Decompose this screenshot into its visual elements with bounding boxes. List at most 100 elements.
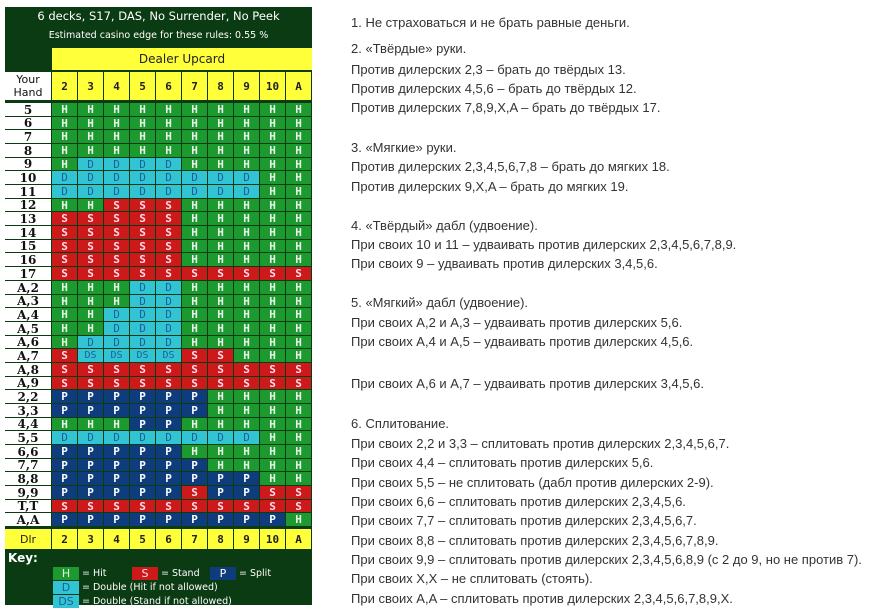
action-cell-s: S <box>104 253 130 267</box>
action-cell-h: H <box>260 404 286 418</box>
hand-label: A,5 <box>5 322 52 336</box>
action-cell-s: S <box>156 199 182 212</box>
action-cell-h: H <box>286 459 312 472</box>
action-cell-d: D <box>130 322 156 336</box>
key-label: = Double (Hit if not allowed) <box>82 582 218 593</box>
action-cell-h: H <box>78 144 104 158</box>
action-cell-h: H <box>260 103 286 117</box>
note-line: При своих A,2 и A,3 – удваивать против д… <box>351 315 683 330</box>
hand-label: 6,6 <box>5 445 52 459</box>
action-cell-p: P <box>130 486 156 500</box>
action-cell-h: H <box>130 117 156 130</box>
hand-label: A,A <box>5 513 52 527</box>
action-cell-p: P <box>182 459 208 472</box>
action-cell-s: S <box>52 349 78 363</box>
hand-label: 7 <box>5 130 52 144</box>
action-cell-d: D <box>78 336 104 349</box>
action-cell-p: P <box>156 472 182 486</box>
hand-label: A,7 <box>5 349 52 363</box>
action-cell-h: H <box>260 130 286 144</box>
column-footer: 3 <box>78 529 104 550</box>
action-cell-h: H <box>208 418 234 431</box>
hand-label: 5,5 <box>5 431 52 445</box>
action-cell-h: H <box>208 130 234 144</box>
action-cell-s: S <box>260 486 286 500</box>
action-cell-h: H <box>234 322 260 336</box>
action-cell-h: H <box>286 336 312 349</box>
action-cell-d: D <box>104 431 130 445</box>
action-cell-h: H <box>52 117 78 130</box>
column-header: 2 <box>52 72 78 101</box>
action-cell-h: H <box>52 281 78 295</box>
column-header: 4 <box>104 72 130 101</box>
action-cell-p: P <box>78 472 104 486</box>
action-cell-h: H <box>182 418 208 431</box>
column-header: 6 <box>156 72 182 101</box>
action-cell-h: H <box>182 144 208 158</box>
action-cell-p: P <box>156 459 182 472</box>
column-footer: 4 <box>104 529 130 550</box>
action-cell-h: H <box>286 281 312 295</box>
action-cell-h: H <box>260 144 286 158</box>
action-cell-h: H <box>182 103 208 117</box>
action-cell-p: P <box>130 459 156 472</box>
action-cell-h: H <box>78 308 104 322</box>
key-label: = Hit <box>82 568 107 579</box>
action-cell-h: H <box>260 418 286 431</box>
action-cell-d: D <box>104 308 130 322</box>
key-label: = Stand <box>161 568 200 579</box>
key-swatch-p: P <box>210 567 236 580</box>
action-cell-s: S <box>286 377 312 390</box>
action-cell-d: D <box>78 185 104 199</box>
action-cell-d: D <box>182 171 208 185</box>
column-footer: 9 <box>234 529 260 550</box>
action-cell-h: H <box>156 103 182 117</box>
action-cell-d: D <box>104 336 130 349</box>
note-line: При своих 4,4 – сплитовать против дилерс… <box>351 455 654 470</box>
note-line: Против дилерских 2,3 – брать до твёрдых … <box>351 62 626 77</box>
hand-label: 16 <box>5 253 52 267</box>
action-cell-p: P <box>104 472 130 486</box>
action-cell-s: S <box>104 500 130 513</box>
action-cell-h: H <box>78 199 104 212</box>
action-cell-h: H <box>260 459 286 472</box>
action-cell-s: S <box>182 267 208 281</box>
action-cell-h: H <box>52 322 78 336</box>
note-line: При своих 10 и 11 – удваивать против дил… <box>351 237 737 252</box>
action-cell-d: D <box>130 185 156 199</box>
action-cell-s: S <box>52 500 78 513</box>
action-cell-p: P <box>156 418 182 431</box>
column-header: 8 <box>208 72 234 101</box>
action-cell-h: H <box>286 513 312 527</box>
action-cell-h: H <box>234 103 260 117</box>
action-cell-s: S <box>78 226 104 240</box>
action-cell-h: H <box>234 117 260 130</box>
action-cell-p: P <box>52 513 78 527</box>
key-label: = Split <box>239 568 272 579</box>
action-cell-h: H <box>182 212 208 226</box>
action-cell-h: H <box>286 472 312 486</box>
action-cell-p: P <box>182 472 208 486</box>
column-footer: A <box>286 529 312 550</box>
action-cell-h: H <box>234 253 260 267</box>
action-cell-h: H <box>286 322 312 336</box>
action-cell-s: S <box>182 486 208 500</box>
action-cell-h: H <box>234 308 260 322</box>
action-cell-p: P <box>234 513 260 527</box>
note-line: При своих 6,6 – сплитовать против дилерс… <box>351 494 686 509</box>
note-line: При своих 8,8 – сплитовать против дилерс… <box>351 533 719 548</box>
column-header: 9 <box>234 72 260 101</box>
action-cell-s: S <box>52 363 78 377</box>
action-cell-d: D <box>156 322 182 336</box>
action-cell-p: P <box>234 472 260 486</box>
note-line: 1. Не страховаться и не брать равные ден… <box>351 15 630 30</box>
hand-label: 2,2 <box>5 390 52 404</box>
action-cell-h: H <box>234 212 260 226</box>
action-cell-p: P <box>156 390 182 404</box>
action-cell-h: H <box>260 117 286 130</box>
action-cell-h: H <box>286 158 312 171</box>
action-cell-s: S <box>52 212 78 226</box>
action-cell-h: H <box>260 212 286 226</box>
action-cell-h: H <box>208 390 234 404</box>
action-cell-d: D <box>208 171 234 185</box>
